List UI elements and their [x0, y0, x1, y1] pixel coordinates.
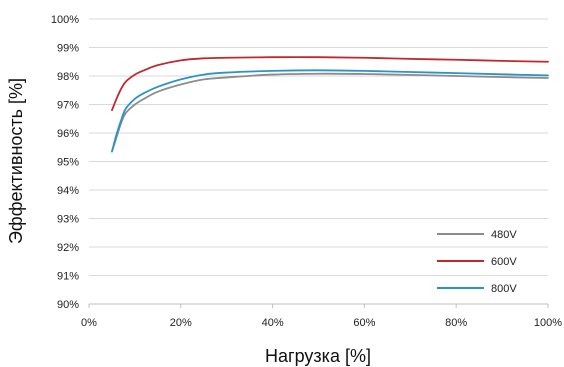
y-axis-title: Эффективность [%] [6, 78, 26, 244]
y-tick-label: 98% [57, 71, 79, 83]
legend: 480V 600V 800V [437, 229, 517, 295]
x-axis-title: Нагрузка [%] [265, 346, 371, 366]
series-lines [111, 56, 549, 153]
x-tick-label: 20% [170, 317, 192, 329]
legend-label-480V: 480V [491, 229, 517, 241]
y-tick-label: 96% [57, 128, 79, 140]
gridlines [88, 18, 549, 308]
series-line-600V [111, 56, 549, 112]
x-tick-label: 40% [262, 317, 284, 329]
legend-label-600V: 600V [491, 256, 517, 268]
y-tick-label: 91% [57, 271, 79, 283]
x-tick-label: 0% [81, 317, 97, 329]
legend-label-800V: 800V [491, 283, 517, 295]
x-tick-label: 60% [353, 317, 375, 329]
y-tick-label: 95% [57, 157, 79, 169]
x-tick-labels: 0% 20% 40% 60% 80% 100% [81, 317, 562, 329]
x-tick-label: 100% [534, 317, 562, 329]
y-tick-label: 93% [57, 214, 79, 226]
y-tick-label: 94% [57, 185, 79, 197]
y-tick-labels: 90% 91% 92% 93% 94% 95% 96% 97% 98% 99% 100% [51, 14, 79, 311]
y-tick-label: 99% [57, 43, 79, 55]
y-tick-label: 90% [57, 299, 79, 311]
series-line-480V [111, 72, 549, 153]
x-tick-label: 80% [445, 317, 467, 329]
y-tick-label: 100% [51, 14, 79, 26]
y-tick-label: 92% [57, 242, 79, 254]
series-line-800V [111, 69, 549, 153]
y-tick-label: 97% [57, 100, 79, 112]
